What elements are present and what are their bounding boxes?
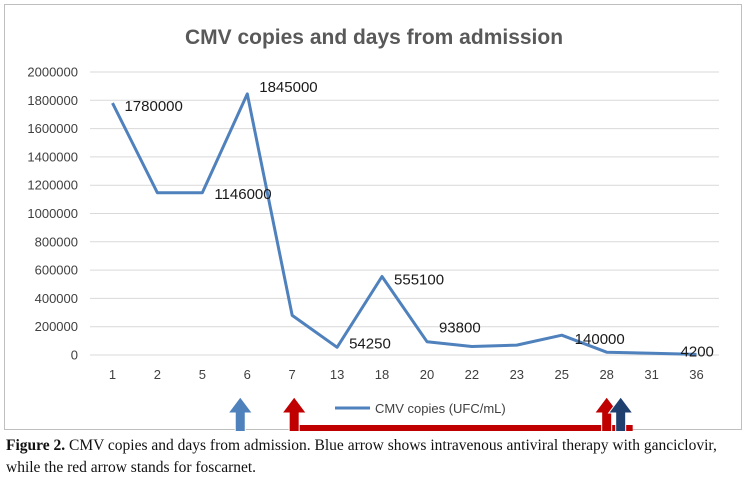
- ganciclovir-arrow-icon: [227, 396, 254, 431]
- data-label: 93800: [439, 320, 481, 337]
- y-tick-label: 1200000: [27, 178, 78, 193]
- y-tick-label: 1800000: [27, 93, 78, 108]
- x-tick-label: 20: [420, 367, 434, 382]
- y-tick-label: 200000: [35, 319, 78, 334]
- caption-label: Figure 2.: [6, 437, 66, 454]
- series-layer: [111, 92, 697, 356]
- data-label: 1146000: [214, 186, 271, 203]
- chart-title: CMV copies and days from admission: [185, 26, 563, 49]
- x-tick-label: 31: [644, 367, 658, 382]
- x-tick-label: 18: [375, 367, 389, 382]
- foscarnet-duration-bar: [292, 425, 633, 431]
- therapy-arrows: [227, 396, 634, 431]
- x-tick-label: 1: [109, 367, 116, 382]
- legend-label: CMV copies (UFC/mL): [375, 401, 506, 416]
- x-axis-ticks: 1 2 5 6 7 13 18 20 22 23 25 28 31 36: [109, 367, 704, 382]
- x-tick-label: 25: [555, 367, 569, 382]
- y-tick-label: 2000000: [27, 65, 78, 80]
- data-labels: 1780000 1845000 1146000 555100 54250 93800 140…: [124, 79, 713, 360]
- y-tick-label: 1400000: [27, 149, 78, 164]
- x-tick-label: 22: [465, 367, 479, 382]
- series-line: [111, 92, 697, 356]
- x-tick-label: 7: [289, 367, 296, 382]
- x-tick-label: 28: [599, 367, 613, 382]
- caption-text: CMV copies and days from admission. Blue…: [6, 437, 717, 476]
- chart-svg: CMV copies and days from admission 0 2000…: [27, 26, 719, 431]
- data-label: 4200: [681, 343, 714, 360]
- x-tick-label: 6: [244, 367, 251, 382]
- y-tick-label: 1600000: [27, 121, 78, 136]
- y-tick-label: 0: [71, 348, 78, 363]
- data-label: 1845000: [259, 79, 317, 96]
- y-tick-label: 800000: [35, 234, 78, 249]
- chart-frame: CMV copies and days from admission 0 2000…: [4, 4, 742, 431]
- y-tick-label: 400000: [35, 291, 78, 306]
- y-axis-ticks: 0 200000 400000 600000 800000 1000000 1200000 1…: [27, 65, 78, 363]
- data-label: 54250: [349, 335, 391, 352]
- legend: CMV copies (UFC/mL): [335, 401, 506, 416]
- data-label: 1780000: [124, 98, 182, 115]
- ganciclovir-arrow-icon: [607, 396, 634, 431]
- foscarnet-arrow-icon: [281, 396, 308, 431]
- y-tick-label: 1000000: [27, 206, 78, 221]
- x-tick-label: 2: [154, 367, 161, 382]
- x-tick-label: 13: [330, 367, 344, 382]
- foscarnet-arrow-icon: [593, 396, 620, 431]
- data-label: 140000: [575, 331, 625, 348]
- x-tick-label: 23: [510, 367, 524, 382]
- x-tick-label: 5: [199, 367, 206, 382]
- data-label: 555100: [394, 271, 444, 288]
- x-tick-label: 36: [689, 367, 703, 382]
- y-tick-label: 600000: [35, 263, 78, 278]
- grid-lines: [90, 71, 719, 356]
- figure-caption: Figure 2. CMV copies and days from admis…: [6, 435, 740, 479]
